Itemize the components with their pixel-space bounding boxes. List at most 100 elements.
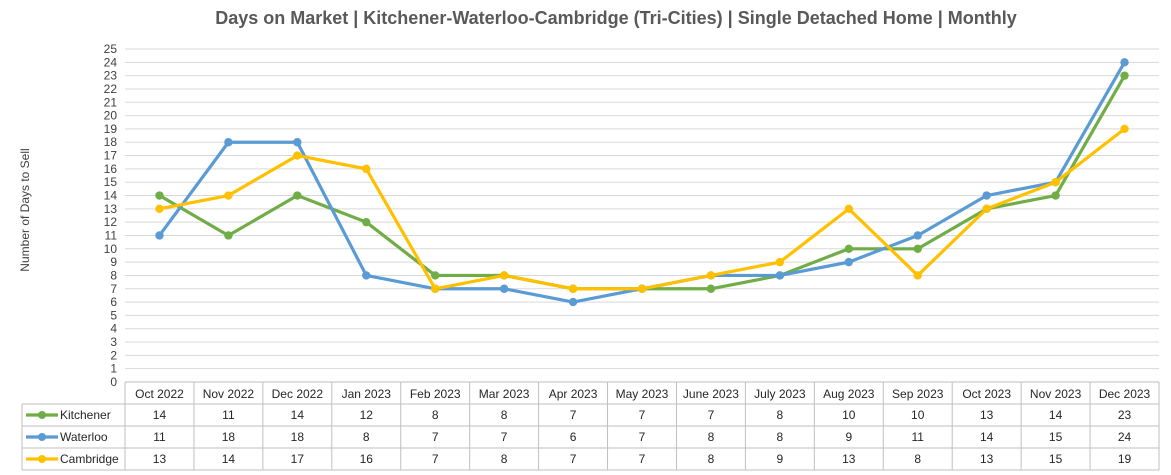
table-cell-value: 10	[842, 408, 856, 422]
y-tick-label: 17	[104, 149, 118, 163]
y-tick-label: 1	[110, 362, 117, 376]
data-point	[913, 271, 922, 280]
table-cell-value: 24	[1118, 430, 1132, 444]
data-point	[293, 151, 302, 160]
table-cell-value: 14	[291, 408, 305, 422]
y-tick-label: 25	[104, 42, 118, 56]
table-cell-value: 18	[222, 430, 236, 444]
data-point	[913, 244, 922, 253]
data-point	[293, 191, 302, 200]
table-cell-value: 7	[639, 430, 646, 444]
x-tick-label: Dec 2022	[272, 387, 324, 401]
table-cell-value: 8	[501, 452, 508, 466]
table-cell-value: 7	[570, 408, 577, 422]
legend-label: Kitchener	[60, 408, 111, 422]
y-tick-label: 16	[104, 162, 118, 176]
table-cell-value: 7	[432, 430, 439, 444]
legend-key-marker	[38, 455, 46, 463]
table-cell-value: 13	[980, 408, 994, 422]
y-tick-label: 18	[104, 135, 118, 149]
y-tick-label: 14	[104, 189, 118, 203]
x-tick-label: July 2023	[754, 387, 806, 401]
y-tick-label: 10	[104, 242, 118, 256]
y-tick-label: 0	[110, 375, 117, 389]
y-axis-label: Number of Days to Sell	[18, 148, 32, 271]
y-tick-label: 11	[105, 228, 118, 242]
x-tick-label: Dec 2023	[1099, 387, 1151, 401]
table-cell-value: 8	[708, 430, 715, 444]
table-cell-value: 16	[360, 452, 374, 466]
data-point	[982, 191, 991, 200]
data-point	[775, 271, 785, 280]
data-point	[1051, 178, 1060, 187]
data-point	[637, 284, 647, 293]
table-cell-value: 12	[360, 408, 374, 422]
table-cell-value: 7	[708, 408, 715, 422]
data-point	[1120, 124, 1129, 134]
legend-key-marker	[38, 433, 46, 441]
table-cell-value: 7	[501, 430, 508, 444]
table-cell-value: 14	[222, 452, 236, 466]
table-cell-value: 8	[363, 430, 370, 444]
y-tick-label: 5	[110, 308, 117, 322]
data-point	[362, 217, 371, 227]
table-cell-value: 14	[1049, 408, 1063, 422]
table-cell-value: 8	[777, 408, 784, 422]
table-cell-value: 8	[914, 452, 921, 466]
y-tick-label: 7	[110, 282, 117, 296]
data-point	[155, 231, 164, 240]
y-tick-label: 2	[110, 348, 117, 362]
data-point	[362, 271, 371, 280]
x-tick-label: Feb 2023	[410, 387, 461, 401]
table-cell-value: 19	[1118, 452, 1132, 466]
data-point	[431, 284, 440, 293]
series-cambridge	[155, 124, 1129, 293]
gridlines	[125, 48, 1159, 370]
data-point	[775, 257, 785, 267]
data-point	[155, 191, 164, 200]
x-tick-label: Mar 2023	[479, 387, 530, 401]
data-point	[499, 284, 509, 293]
table-cell-value: 18	[291, 430, 305, 444]
data-point	[155, 204, 164, 214]
y-tick-label: 19	[104, 122, 118, 136]
data-point	[293, 138, 302, 147]
y-axis-ticks: 0123456789101112131415161718192021222324…	[104, 42, 118, 389]
x-tick-label: Nov 2023	[1030, 387, 1082, 401]
data-point	[431, 271, 440, 280]
table-cell-value: 14	[153, 408, 167, 422]
y-tick-label: 20	[104, 109, 118, 123]
y-tick-label: 15	[104, 175, 118, 189]
y-tick-label: 22	[104, 82, 118, 96]
data-point	[224, 191, 233, 200]
y-tick-label: 8	[110, 268, 117, 282]
x-tick-label: Nov 2022	[203, 387, 255, 401]
data-point	[913, 231, 922, 240]
data-point	[1120, 58, 1129, 67]
chart-title: Days on Market | Kitchener-Waterloo-Camb…	[215, 8, 1017, 28]
table-cell-value: 8	[708, 452, 715, 466]
data-point	[706, 271, 716, 280]
plot-series	[155, 58, 1129, 307]
y-tick-label: 21	[104, 95, 118, 109]
data-point	[844, 204, 853, 214]
table-cell-value: 11	[911, 430, 924, 444]
table-row: Cambridge 13 14 17 16 7 8 7 7 8 9 13 8 13 15 19	[26, 452, 1132, 466]
x-tick-label: May 2023	[616, 387, 669, 401]
y-tick-label: 9	[110, 255, 117, 269]
data-point	[362, 164, 371, 174]
table-cell-value: 8	[501, 408, 508, 422]
data-point	[844, 257, 853, 267]
table-cell-value: 13	[153, 452, 167, 466]
x-tick-label: Jan 2023	[342, 387, 392, 401]
data-point	[1051, 191, 1060, 200]
legend-label: Waterloo	[60, 430, 108, 444]
x-tick-label: June 2023	[683, 387, 739, 401]
data-point	[224, 231, 233, 240]
table-cell-value: 7	[570, 452, 577, 466]
table-cell-value: 8	[777, 430, 784, 444]
table-cell-value: 9	[777, 452, 784, 466]
data-point	[224, 138, 233, 147]
x-tick-label: Aug 2023	[823, 387, 875, 401]
y-tick-label: 3	[110, 335, 117, 349]
